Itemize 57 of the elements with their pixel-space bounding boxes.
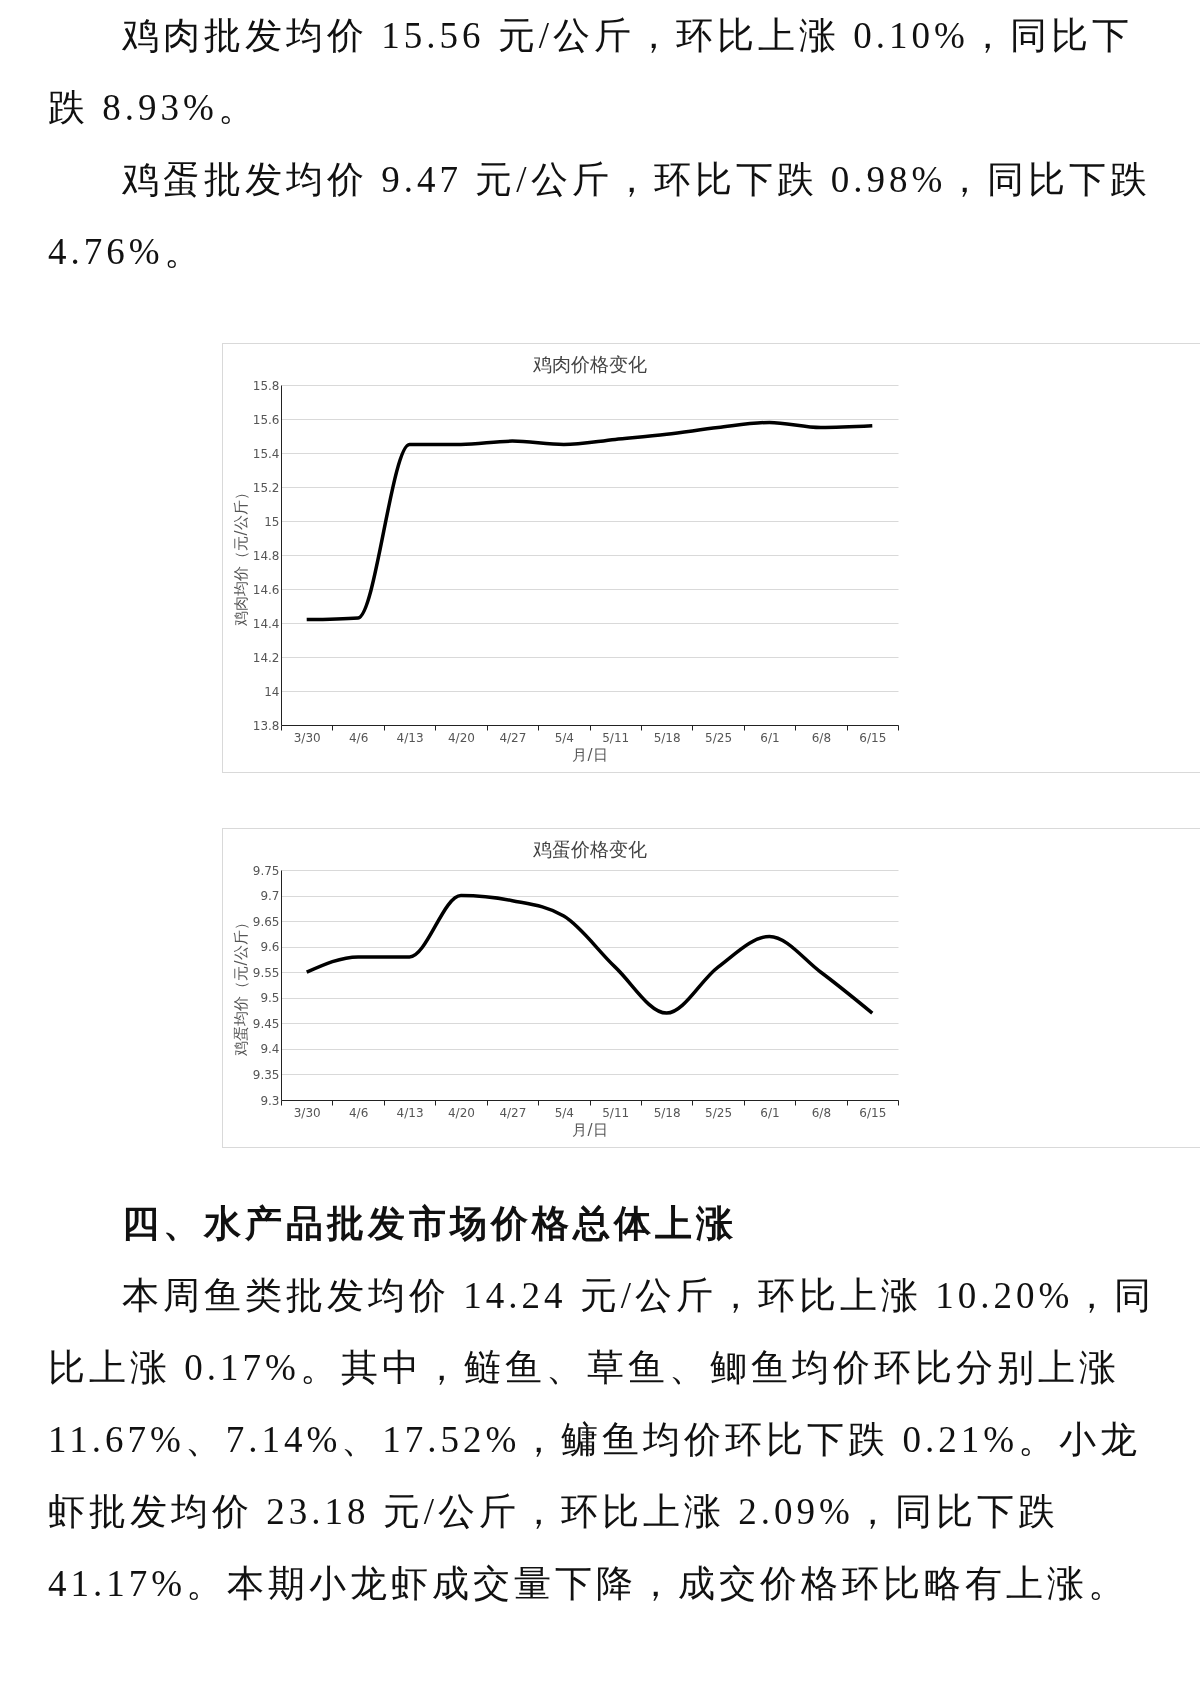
x-tick-label: 4/27 — [499, 730, 527, 745]
x-tick-label: 4/20 — [447, 1105, 475, 1120]
x-tick-label: 4/13 — [396, 1105, 424, 1120]
line-series — [304, 420, 875, 622]
line-series — [304, 893, 875, 1015]
x-tick-label: 5/25 — [705, 730, 733, 745]
x-axis-title: 月/日 — [572, 1120, 608, 1139]
x-tick-label: 4/27 — [499, 1105, 527, 1120]
y-tick-label: 9.45 — [252, 1016, 280, 1031]
y-tick-label: 9.75 — [252, 863, 280, 878]
x-tick-label: 3/30 — [293, 1105, 321, 1120]
y-tick-label: 15.2 — [252, 480, 280, 495]
x-tick-label: 5/18 — [653, 730, 681, 745]
y-tick-label: 9.4 — [260, 1042, 280, 1057]
y-tick-label: 14.2 — [252, 650, 280, 665]
y-axis-title: 鸡肉均价（元/公斤） — [231, 485, 250, 627]
y-tick-label: 15.4 — [252, 446, 280, 461]
text: 鸡肉批发均价 15.56 元/公斤，环比上涨 0.10%，同比下跌 8.93%。 — [48, 14, 1134, 130]
x-tick-label: 6/1 — [760, 1105, 780, 1120]
y-tick-label: 14.4 — [252, 616, 280, 631]
x-tick-label: 6/1 — [760, 730, 780, 745]
x-tick-label: 5/11 — [602, 1105, 630, 1120]
x-tick-label: 6/8 — [811, 730, 832, 745]
y-tick-label: 9.65 — [252, 914, 280, 929]
y-tick-label: 9.3 — [260, 1093, 280, 1108]
x-tick-label: 3/30 — [293, 730, 321, 745]
y-tick-label: 9.5 — [260, 991, 280, 1006]
chart-title: 鸡蛋价格变化 — [531, 838, 647, 860]
x-tick-label: 5/11 — [602, 730, 630, 745]
y-tick-label: 9.55 — [252, 965, 280, 980]
x-tick-label: 4/13 — [396, 730, 424, 745]
y-tick-label: 14.6 — [252, 582, 280, 597]
y-tick-label: 9.35 — [252, 1067, 280, 1082]
text: 本周鱼类批发均价 14.24 元/公斤，环比上涨 10.20%，同比上涨 0.17%。其中，鲢鱼、草鱼、鲫鱼均价环比分别上涨 11.67%、7.14%、17.52%，鳙鱼均价环比下跌 0.21%。小龙虾批发均价 23.18 元/公斤，环比上涨 2.09%，同比下跌 41.17%。本期小龙虾成交量下降，成交价格环比略有上涨。 — [48, 1274, 1157, 1606]
x-tick-label: 5/25 — [705, 1105, 733, 1120]
x-tick-label: 4/6 — [348, 1105, 369, 1120]
y-tick-label: 9.6 — [260, 940, 280, 955]
x-tick-label: 5/4 — [554, 1105, 574, 1120]
text: 鸡蛋批发均价 9.47 元/公斤，环比下跌 0.98%，同比下跌 4.76%。 — [48, 158, 1153, 274]
x-tick-label: 6/15 — [859, 1105, 887, 1120]
y-tick-label: 14 — [264, 684, 280, 699]
y-tick-label: 9.7 — [260, 889, 280, 904]
x-tick-label: 4/20 — [447, 730, 475, 745]
y-tick-label: 14.8 — [252, 548, 280, 563]
x-tick-label: 5/4 — [554, 730, 574, 745]
y-axis-title: 鸡蛋均价（元/公斤） — [231, 915, 250, 1057]
x-tick-label: 6/15 — [859, 730, 887, 745]
x-tick-label: 6/8 — [811, 1105, 832, 1120]
y-tick-label: 15 — [264, 514, 280, 529]
x-tick-label: 5/18 — [653, 1105, 681, 1120]
y-tick-label: 15.8 — [252, 378, 280, 393]
x-tick-label: 4/6 — [348, 730, 369, 745]
chart-title: 鸡肉价格变化 — [531, 353, 647, 375]
text: 四、水产品批发市场价格总体上涨 — [121, 1202, 738, 1246]
x-axis-title: 月/日 — [572, 745, 608, 764]
y-tick-label: 15.6 — [252, 412, 280, 427]
y-tick-label: 13.8 — [252, 718, 280, 733]
